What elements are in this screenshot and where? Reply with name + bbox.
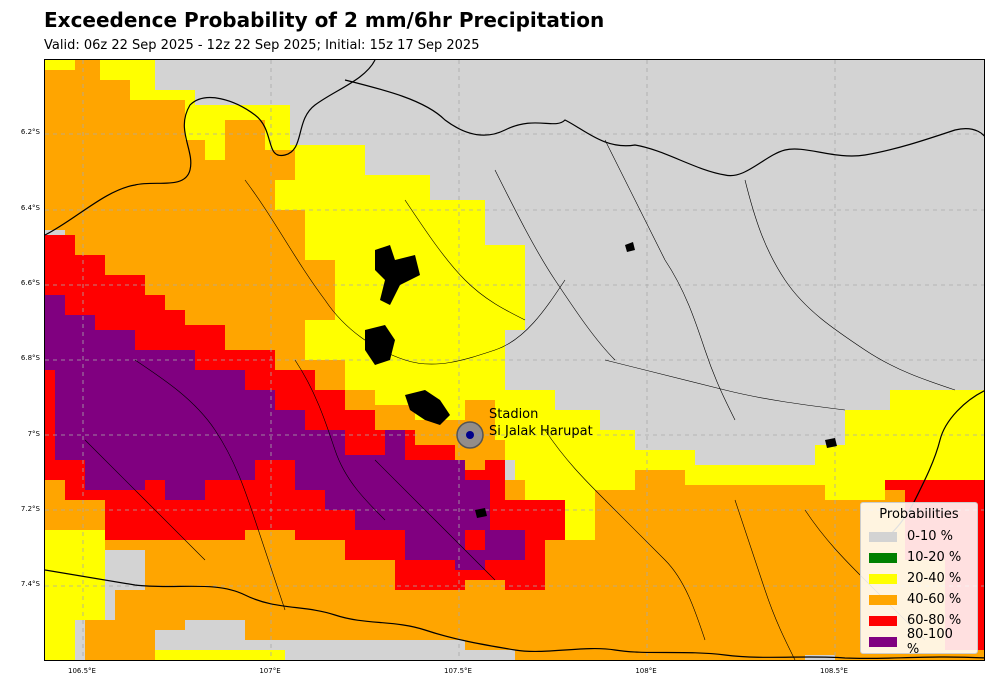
map-area[interactable]: Stadion Si Jalak Harupat [44, 59, 985, 661]
legend-label: 80-100 % [906, 626, 953, 657]
legend-swatch [869, 594, 897, 605]
y-tick-label: 6.6°S [20, 279, 40, 287]
x-tick-label: 108°E [635, 667, 657, 675]
x-tick-label: 107°E [259, 667, 281, 675]
legend-title: Probabilities [879, 507, 959, 522]
x-tick-label: 108.5°E [820, 667, 848, 675]
legend-item: 60-80 % [869, 610, 969, 631]
station-label-line2: Si Jalak Harupat [489, 424, 593, 439]
legend-label: 10-20 % [907, 550, 962, 565]
y-tick-label: 6.2°S [20, 128, 40, 136]
y-tick-label: 7.4°S [20, 580, 40, 588]
probability-map: Stadion Si Jalak Harupat [45, 60, 984, 660]
station-marker[interactable]: Stadion Si Jalak Harupat [456, 407, 593, 449]
legend-item: 80-100 % [869, 627, 969, 657]
y-tick-label: 6.4°S [20, 204, 40, 212]
y-tick-label: 7.2°S [20, 505, 40, 513]
legend-item: 20-40 % [869, 568, 969, 589]
y-tick-label: 6.8°S [20, 354, 40, 362]
x-tick-label: 107.5°E [444, 667, 472, 675]
legend: Probabilities 0-10 % 10-20 % 20-40 % 40-… [860, 502, 978, 657]
legend-item: 40-60 % [869, 589, 969, 610]
station-label-line1: Stadion [489, 407, 538, 422]
legend-swatch [869, 636, 897, 647]
legend-swatch [869, 573, 897, 584]
x-tick-label: 106.5°E [68, 667, 96, 675]
map-subtitle: Valid: 06z 22 Sep 2025 - 12z 22 Sep 2025… [44, 38, 480, 53]
map-title: Exceedence Probability of 2 mm/6hr Preci… [44, 8, 605, 32]
y-tick-label: 7°S [27, 430, 40, 438]
legend-label: 0-10 % [907, 529, 953, 544]
legend-item: 0-10 % [869, 526, 969, 547]
legend-label: 60-80 % [907, 613, 962, 628]
reservoirs [365, 242, 837, 518]
legend-item: 10-20 % [869, 547, 969, 568]
station-dot [466, 431, 474, 439]
purple-zone [45, 295, 525, 570]
legend-label: 20-40 % [907, 571, 962, 586]
legend-swatch [869, 552, 897, 563]
legend-label: 40-60 % [907, 592, 962, 607]
grid-lines [45, 60, 984, 660]
legend-swatch [869, 531, 897, 542]
legend-swatch [869, 615, 897, 626]
